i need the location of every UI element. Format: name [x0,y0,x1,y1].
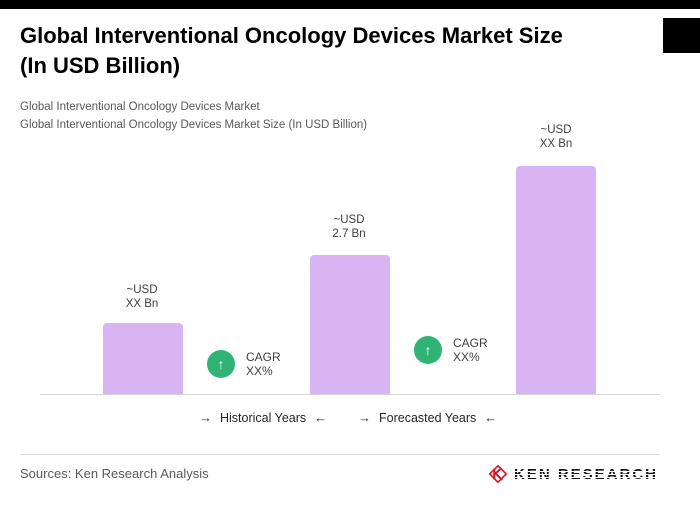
cagr-up-icon: ↑ [207,350,235,378]
cagr-value: XX% [453,350,480,364]
top-accent-bar [0,0,700,9]
bar-value-line2: 2.7 Bn [332,228,366,240]
ken-research-logo: KEN RESEARCH [487,463,659,485]
left-arrow-icon: ← [484,410,498,425]
chart-bar [516,166,596,395]
chart-bar [103,323,183,395]
cagr-text: CAGR XX% [453,336,488,364]
cagr-label: CAGR [246,350,281,364]
x-axis-line [40,394,660,395]
cagr-badge: ↑ CAGR XX% [414,336,488,364]
page-title-line1: Global Interventional Oncology Devices M… [20,23,563,48]
chart-bar [310,255,390,395]
bar-value-label: ~USD 2.7 Bn [289,213,409,241]
page-title-line2: (In USD Billion) [20,53,181,78]
left-arrow-icon: ← [314,410,328,425]
up-arrow-icon: ↑ [217,356,225,372]
ken-research-logo-text: KEN RESEARCH [514,465,659,483]
axis-label-text: Historical Years [220,410,307,425]
bar-value-line1: ~USD [126,284,158,296]
up-arrow-icon: ↑ [424,342,432,358]
bar-value-label: ~USD XX Bn [496,123,616,151]
chart-subtitle: Global Interventional Oncology Devices M… [20,98,367,134]
sources-text: Sources: Ken Research Analysis [20,466,209,481]
cagr-value: XX% [246,364,273,378]
cagr-text: CAGR XX% [246,350,281,378]
bar-value-line1: ~USD [333,214,365,226]
cagr-up-icon: ↑ [414,336,442,364]
bar-value-label: ~USD XX Bn [82,283,202,311]
chart-subtitle-line1: Global Interventional Oncology Devices M… [20,101,260,113]
chart-subtitle-line2: Global Interventional Oncology Devices M… [20,119,368,131]
right-arrow-icon: → [199,410,212,425]
cagr-label: CAGR [453,336,488,350]
right-arrow-icon: → [358,410,371,425]
ken-research-logo-icon [488,464,508,484]
bar-value-line2: XX Bn [125,298,159,310]
page-title: Global Interventional Oncology Devices M… [20,21,670,81]
title-accent-block [663,18,700,53]
axis-label-historical: → Historical Years ← [199,410,327,425]
cagr-badge: ↑ CAGR XX% [207,350,281,378]
bar-value-line1: ~USD [540,124,572,136]
axis-label-text: Forecasted Years [379,410,477,425]
footer-divider [20,454,660,455]
bar-value-line2: XX Bn [539,138,573,150]
axis-label-forecast: → Forecasted Years ← [358,410,497,425]
